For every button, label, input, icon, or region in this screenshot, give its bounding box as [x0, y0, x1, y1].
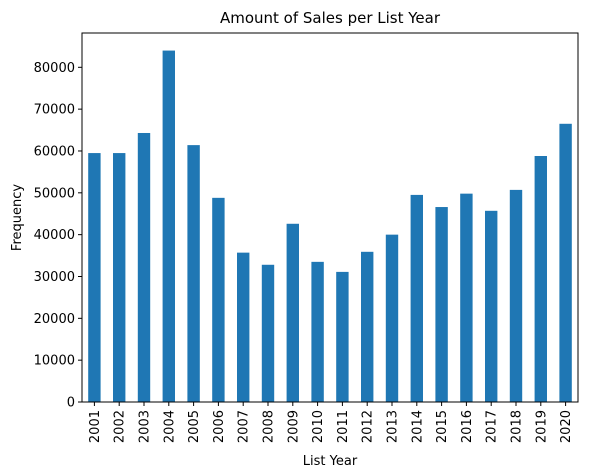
bar-2006	[212, 197, 225, 402]
bar-2004	[162, 50, 175, 402]
x-tick-label: 2005	[187, 410, 202, 443]
x-tick-label: 2013	[386, 410, 401, 443]
x-tick-label: 2017	[485, 410, 500, 443]
plot-frame	[81, 32, 579, 403]
x-tick-label: 2014	[410, 410, 425, 443]
bar-2016	[460, 193, 473, 402]
x-tick-label: 2007	[237, 410, 252, 443]
bar-2011	[336, 271, 349, 402]
y-tick-label: 30000	[34, 270, 75, 285]
x-tick-label: 2020	[559, 410, 574, 443]
bar-2019	[534, 156, 547, 402]
y-axis-title: Frequency	[10, 184, 25, 251]
x-tick-label: 2004	[162, 410, 177, 443]
bar-2012	[361, 251, 374, 402]
x-tick-label: 2001	[88, 410, 103, 443]
x-axis: 2001 2002 2003 2004 2005 2006 2007 2008 2009 2010…	[88, 402, 574, 443]
x-axis-title: List Year	[303, 454, 358, 469]
bar-2008	[261, 264, 275, 402]
x-tick-label: 2002	[113, 410, 128, 443]
x-tick-label: 2008	[262, 410, 277, 443]
bar-2010	[311, 261, 324, 402]
bar-2017	[485, 210, 498, 402]
bar-2015	[435, 207, 448, 402]
y-axis: 0 10000 20000 30000 40000 50000 60000 70000 8000…	[34, 61, 82, 411]
y-tick-label: 70000	[34, 103, 75, 118]
bar-2002	[113, 153, 126, 402]
y-tick-label: 80000	[34, 61, 75, 76]
chart-title: Amount of Sales per List Year	[220, 9, 441, 27]
x-tick-label: 2012	[361, 410, 376, 443]
y-tick-label: 50000	[34, 186, 75, 201]
x-tick-label: 2018	[510, 410, 525, 443]
bar-2020	[559, 123, 572, 402]
bar-2018	[509, 189, 523, 402]
x-tick-label: 2006	[212, 410, 227, 443]
bar-2009	[286, 223, 299, 402]
y-tick-label: 0	[67, 396, 75, 411]
x-tick-label: 2015	[435, 410, 450, 443]
x-tick-label: 2009	[286, 410, 301, 443]
bar-2007	[237, 252, 250, 402]
x-tick-label: 2019	[534, 410, 549, 443]
bar-2003	[137, 132, 151, 403]
x-tick-label: 2003	[138, 410, 153, 443]
y-tick-label: 20000	[34, 312, 75, 327]
bar-2001	[88, 153, 101, 402]
bars-group	[88, 50, 572, 403]
bar-2014	[410, 194, 423, 402]
x-tick-label: 2010	[311, 410, 326, 443]
x-tick-label: 2011	[336, 410, 351, 443]
y-tick-label: 10000	[34, 354, 75, 369]
bar-2005	[187, 145, 200, 402]
bar-2013	[385, 234, 399, 402]
x-tick-label: 2016	[460, 410, 475, 443]
y-tick-label: 60000	[34, 144, 75, 159]
y-tick-label: 40000	[34, 228, 75, 243]
